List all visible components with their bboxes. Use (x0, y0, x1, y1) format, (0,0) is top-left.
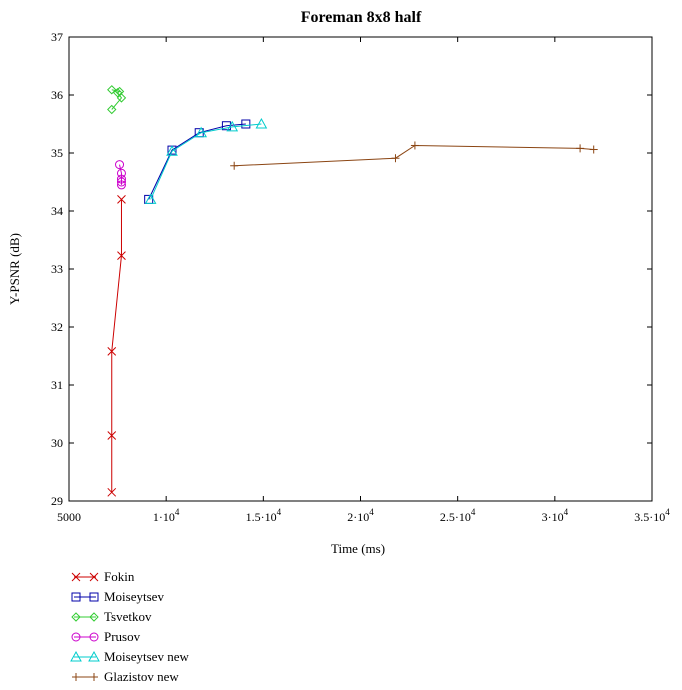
legend-marker (89, 592, 99, 602)
y-axis-ticks: 29 30 31 32 33 34 35 36 37 (51, 30, 652, 508)
legend-marker (71, 572, 81, 582)
y-tick-label: 32 (51, 320, 63, 334)
legend-marker (72, 673, 80, 681)
series-tsvetkov (107, 85, 127, 115)
legend-label: Prusov (104, 629, 141, 644)
data-point-moiseytsev-new (226, 120, 239, 132)
data-point-glazistov-new (230, 161, 239, 170)
series-moiseytsev (144, 119, 251, 204)
data-point-moiseytsev-new (255, 117, 268, 129)
data-point-fokin (117, 195, 126, 204)
data-point-tsvetkov (116, 93, 127, 103)
series-layer (107, 85, 598, 497)
plot-frame (68, 36, 653, 502)
data-point-prusov (116, 177, 126, 187)
x-tick-label: 3.5·104 (634, 507, 670, 524)
legend-item-moiseytsev-new: Moiseytsev new (70, 649, 189, 664)
data-point-glazistov-new (391, 154, 400, 163)
legend-marker (89, 612, 99, 622)
data-point-prusov (115, 160, 125, 170)
data-point-fokin (117, 251, 126, 261)
legend-marker (89, 572, 99, 582)
series-prusov (115, 160, 126, 190)
legend: Fokin Moiseytsev Tsvetkov Prusov Moiseytsev … (70, 569, 189, 684)
y-tick-label: 36 (51, 88, 63, 102)
y-tick-label: 29 (51, 494, 63, 508)
legend-marker (70, 650, 82, 662)
legend-marker (71, 632, 81, 642)
data-point-tsvetkov (107, 85, 117, 95)
data-point-glazistov-new (589, 145, 598, 154)
series-line-moiseytsev (148, 123, 246, 200)
y-tick-label: 33 (51, 262, 63, 276)
x-tick-label: 2·104 (347, 507, 374, 524)
x-axis-label: Time (ms) (331, 541, 385, 556)
y-tick-label: 31 (51, 378, 63, 392)
series-glazistov-new (230, 141, 598, 170)
y-tick-label: 35 (51, 146, 63, 160)
data-point-prusov (116, 174, 126, 184)
legend-label: Tsvetkov (104, 609, 152, 624)
series-line-tsvetkov (111, 89, 123, 110)
chart-title: Foreman 8x8 half (301, 9, 422, 26)
data-point-prusov (116, 168, 126, 178)
legend-item-tsvetkov: Tsvetkov (71, 609, 152, 624)
series-line-glazistov-new (234, 144, 594, 167)
legend-marker (71, 592, 81, 602)
data-point-prusov (116, 180, 126, 190)
legend-label: Fokin (104, 569, 135, 584)
y-axis-label: Y-PSNR (dB) (7, 233, 22, 305)
data-point-moiseytsev (241, 119, 251, 129)
legend-label: Glazistov new (104, 669, 179, 684)
legend-item-moiseytsev: Moiseytsev (71, 589, 164, 604)
data-point-glazistov-new (410, 141, 419, 150)
data-point-tsvetkov (112, 87, 123, 98)
data-point-fokin (107, 347, 117, 356)
data-point-moiseytsev-new (195, 126, 207, 138)
x-tick-label: 2.5·104 (440, 507, 476, 524)
legend-marker (89, 632, 99, 642)
legend-item-glazistov-new: Glazistov new (72, 669, 179, 684)
y-tick-label: 30 (51, 436, 63, 450)
y-tick-label: 37 (51, 30, 63, 44)
series-line-moiseytsev-new (150, 123, 262, 200)
legend-marker (90, 673, 98, 681)
legend-label: Moiseytsev new (104, 649, 189, 664)
x-tick-label: 3·104 (542, 507, 569, 524)
data-point-moiseytsev-new (166, 145, 178, 156)
data-point-moiseytsev-new (144, 193, 157, 204)
y-tick-label: 34 (51, 204, 63, 218)
x-tick-label: 1·104 (153, 507, 180, 524)
legend-marker (88, 650, 100, 662)
legend-label: Moiseytsev (104, 589, 164, 604)
data-point-fokin (107, 431, 117, 440)
x-tick-label: 1.5·104 (246, 507, 282, 524)
x-tick-label: 5000 (57, 510, 81, 524)
x-axis-ticks: 5000 1·104 1.5·104 2·104 2.5·104 3·104 3.5·104 (57, 37, 670, 524)
data-point-fokin (107, 487, 117, 497)
legend-item-fokin: Fokin (71, 569, 135, 584)
series-fokin (107, 195, 126, 497)
series-line-fokin (111, 199, 122, 493)
legend-item-prusov: Prusov (71, 629, 141, 644)
data-point-glazistov-new (576, 144, 585, 153)
series-moiseytsev-new (144, 117, 268, 204)
data-point-tsvetkov (107, 104, 117, 115)
legend-marker (71, 612, 81, 622)
